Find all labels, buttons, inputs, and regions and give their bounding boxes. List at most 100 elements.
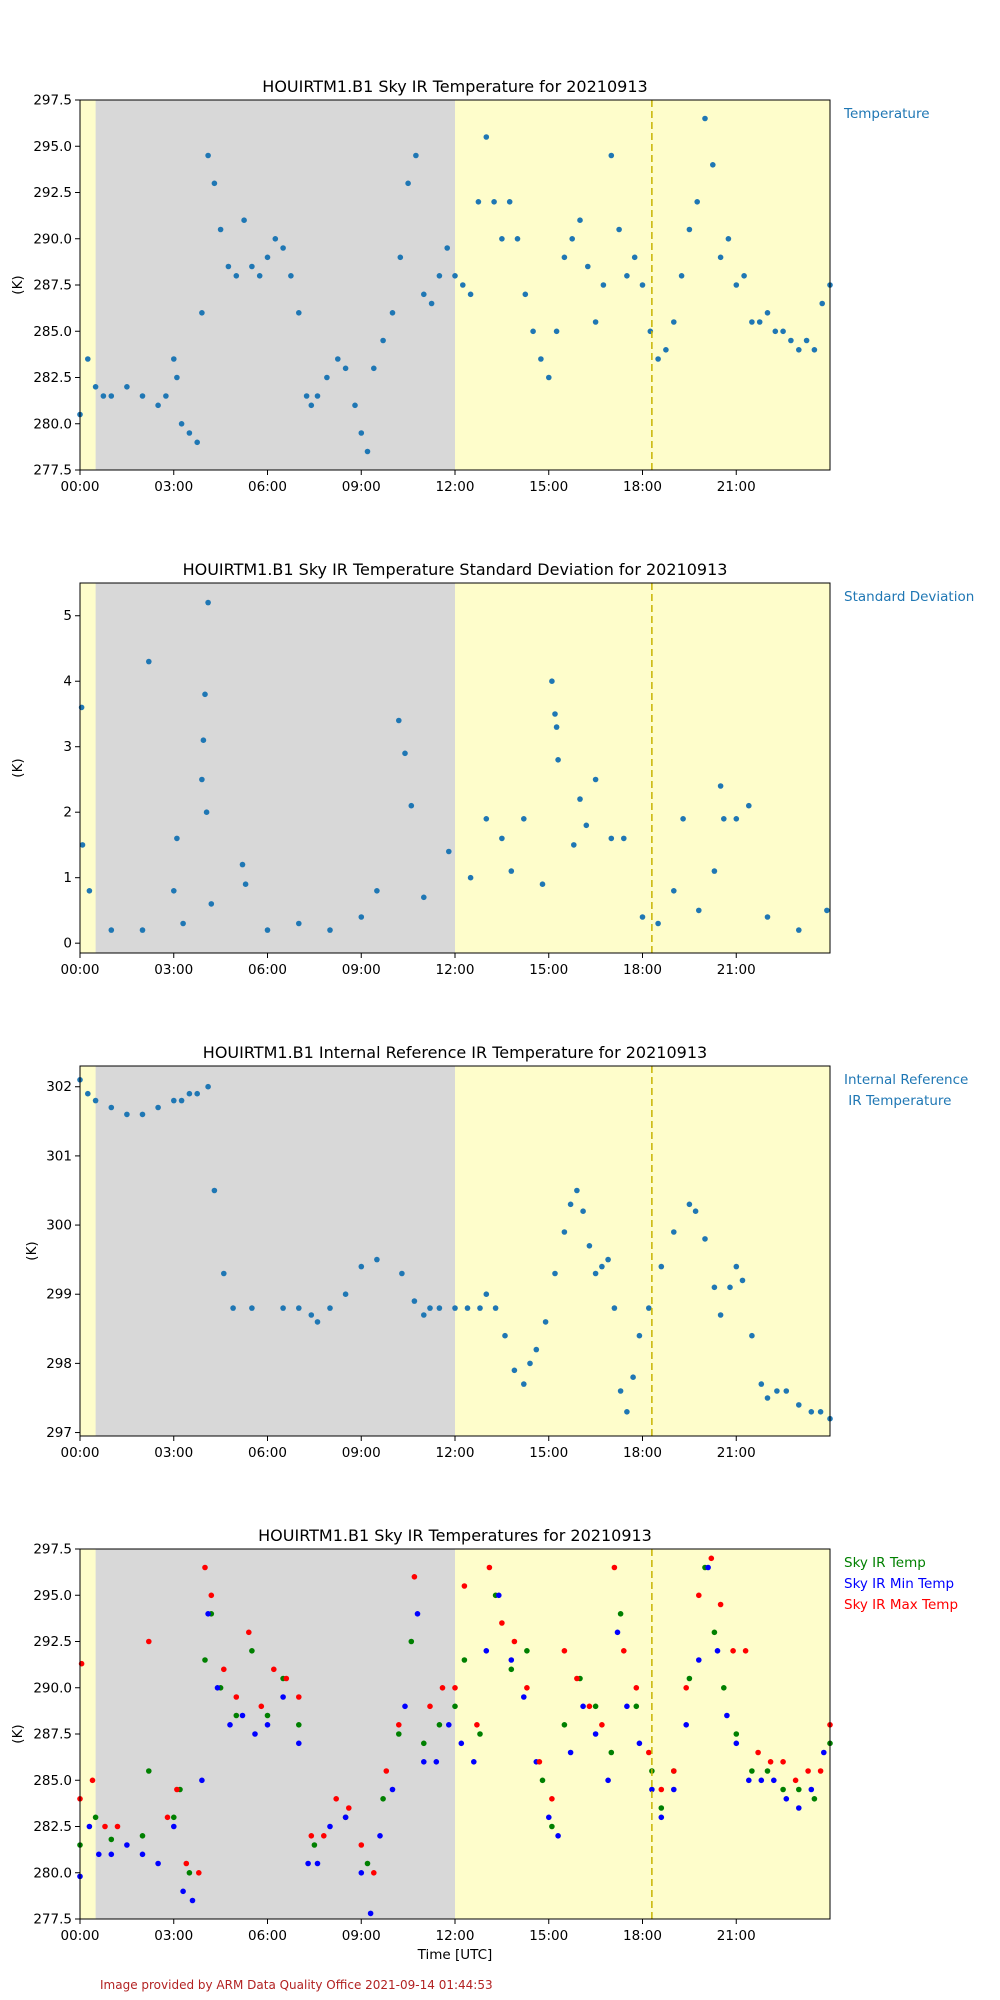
data-point [242, 881, 249, 887]
y-tick-label: 287.5 [33, 1727, 72, 1743]
data-point [85, 1090, 91, 1097]
data-point [155, 402, 161, 409]
data-point [817, 1409, 824, 1415]
x-tick-label: 15:00 [529, 1445, 568, 1461]
data-point [521, 1694, 527, 1700]
data-point [358, 1263, 365, 1270]
data-point [499, 1620, 505, 1626]
data-point [414, 1611, 421, 1617]
y-tick-label: 300 [46, 1218, 72, 1234]
data-point [358, 1842, 365, 1848]
data-point [483, 816, 490, 822]
data-point [772, 328, 779, 335]
data-point [397, 254, 404, 261]
data-point [721, 816, 727, 822]
y-tick-label: 280.0 [33, 1865, 72, 1881]
y-tick-label: 5 [63, 608, 72, 624]
data-point [186, 1090, 193, 1097]
data-point [171, 356, 177, 362]
data-point [561, 1648, 568, 1654]
data-point [574, 1675, 580, 1682]
data-point [696, 907, 702, 914]
data-point [783, 1388, 790, 1394]
data-point [380, 1796, 386, 1802]
data-point [327, 927, 333, 933]
x-tick-label: 06:00 [248, 479, 287, 495]
data-point [796, 1805, 802, 1811]
x-tick-label: 00:00 [61, 1445, 100, 1461]
data-point [702, 1236, 708, 1242]
data-point [617, 1388, 624, 1394]
y-axis-label: (K) [10, 758, 26, 777]
data-point [592, 1703, 599, 1710]
x-tick-label: 06:00 [248, 1928, 287, 1944]
data-point [305, 1860, 311, 1867]
data-point [586, 1243, 593, 1249]
data-point [452, 273, 458, 279]
data-point [592, 1731, 599, 1737]
data-point [521, 1381, 527, 1387]
data-point [371, 1870, 377, 1876]
data-point [508, 1657, 515, 1663]
y-tick-label: 277.5 [33, 1912, 72, 1928]
data-point [539, 881, 546, 887]
data-point [139, 1851, 146, 1858]
data-point [280, 1694, 286, 1700]
data-point [461, 1583, 468, 1589]
data-point [483, 134, 490, 140]
data-point [580, 1703, 586, 1710]
data-point [569, 236, 575, 242]
data-point [592, 776, 599, 783]
x-tick-label: 06:00 [248, 1445, 287, 1461]
data-point [194, 1090, 200, 1097]
data-point [202, 1657, 208, 1663]
legend-entry: IR Temperature [844, 1093, 951, 1109]
data-point [108, 1836, 115, 1843]
data-point [730, 1648, 736, 1654]
footer-credit: Image provided by ARM Data Quality Offic… [100, 1978, 493, 1992]
data-point [705, 1564, 711, 1571]
data-point [86, 1823, 93, 1830]
x-tick-label: 09:00 [342, 1445, 381, 1461]
data-point [796, 347, 802, 353]
data-point [335, 356, 341, 362]
x-tick-label: 03:00 [154, 479, 193, 495]
data-point [471, 1759, 477, 1765]
x-axis-label: Time [UTC] [417, 1947, 493, 1963]
data-point [711, 1284, 718, 1291]
data-point [264, 1712, 271, 1719]
x-tick-label: 09:00 [342, 479, 381, 495]
data-point [342, 1291, 349, 1297]
data-point [380, 337, 386, 344]
data-point [452, 1685, 458, 1691]
data-point [477, 1305, 483, 1311]
data-point [483, 1291, 490, 1297]
data-point [549, 1796, 555, 1802]
data-point [433, 1759, 440, 1765]
data-point [611, 1305, 618, 1311]
data-point [764, 914, 771, 920]
data-point [811, 1796, 818, 1802]
data-point [658, 1805, 665, 1811]
data-point [553, 724, 560, 730]
data-point [483, 1648, 490, 1654]
data-point [499, 835, 505, 842]
data-point [552, 711, 558, 717]
data-point [221, 1666, 227, 1673]
data-point [546, 1814, 552, 1821]
data-point [555, 1833, 561, 1839]
data-point [296, 1305, 302, 1311]
x-tick-label: 03:00 [154, 1928, 193, 1944]
data-point [583, 822, 590, 829]
data-point [92, 1097, 99, 1104]
data-point [811, 347, 818, 353]
data-point [249, 263, 255, 270]
data-point [271, 1666, 277, 1673]
data-point [342, 1814, 349, 1821]
data-point [252, 1731, 258, 1737]
data-point [460, 282, 466, 288]
y-tick-label: 297.5 [33, 1542, 72, 1558]
data-point [436, 1722, 443, 1728]
data-point [411, 1574, 418, 1580]
